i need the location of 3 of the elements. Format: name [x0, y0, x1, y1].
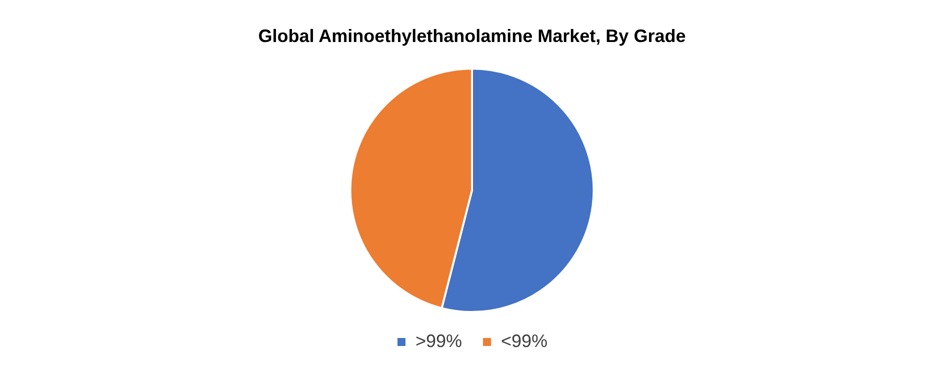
legend-label: <99%: [501, 330, 548, 351]
legend-label: >99%: [415, 330, 462, 351]
chart-title: Global Aminoethylethanolamine Market, By Grade: [258, 26, 686, 46]
